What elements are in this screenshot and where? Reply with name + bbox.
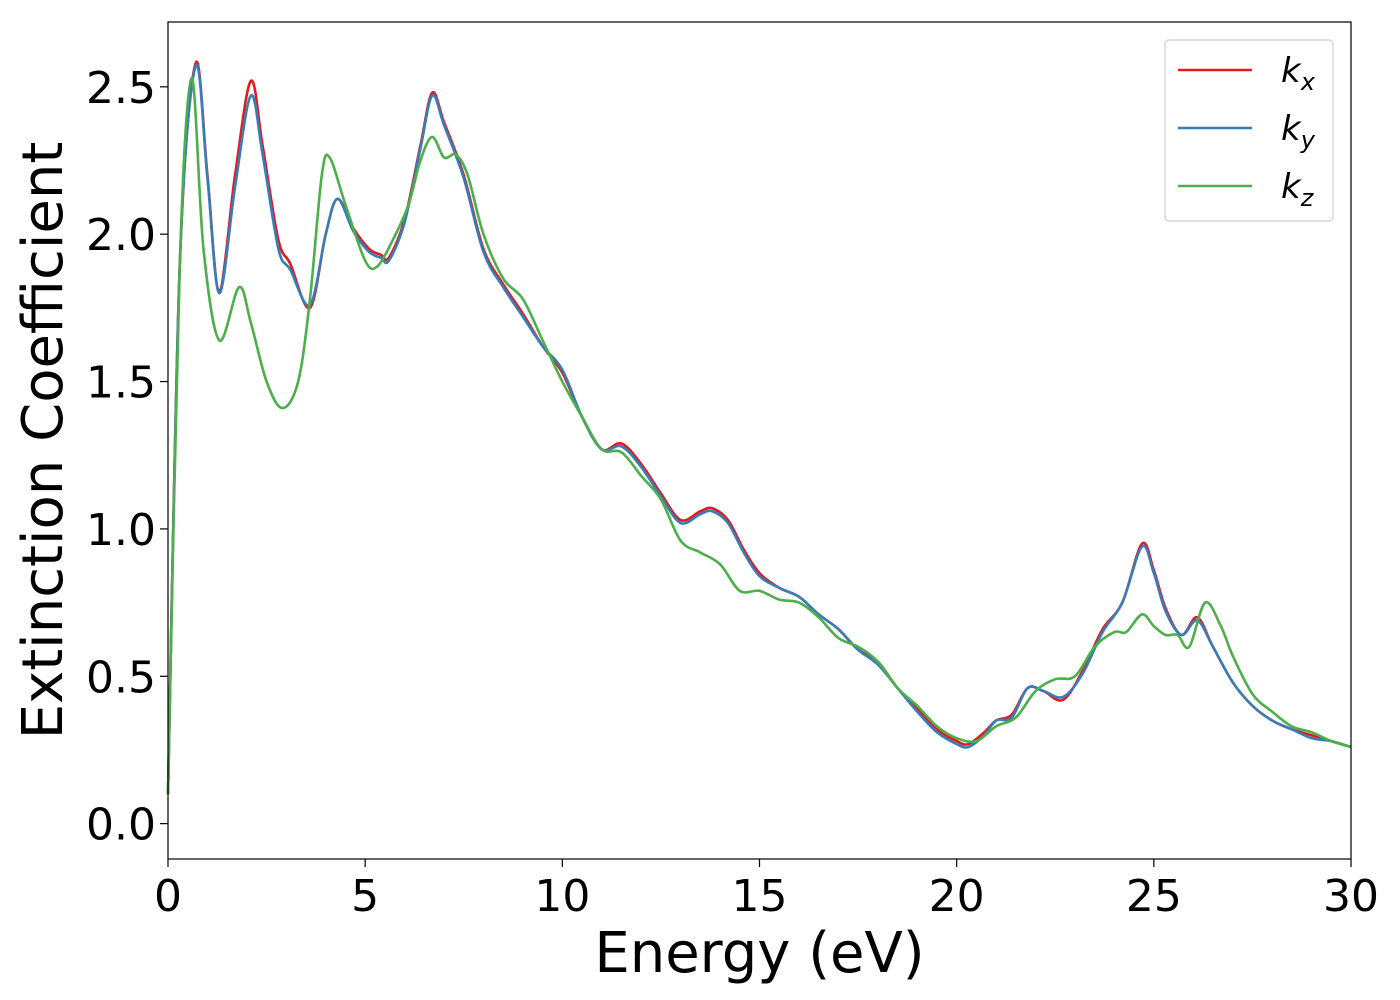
y-tick-label: 0.5 — [86, 652, 156, 703]
series-lines — [166, 60, 1352, 795]
series-line-ky — [166, 63, 1352, 795]
y-tick-label: 2.0 — [86, 210, 156, 261]
legend-box — [1164, 39, 1334, 222]
x-tick-label: 5 — [351, 871, 379, 922]
x-tick-label: 15 — [732, 871, 788, 922]
y-tick-label: 0.0 — [86, 800, 156, 851]
x-tick-label: 30 — [1323, 871, 1379, 922]
y-tick-label: 1.5 — [86, 358, 156, 409]
legend: kx ky kz — [1164, 39, 1334, 222]
y-tick-label: 2.5 — [86, 63, 156, 114]
series-line-kz — [166, 76, 1352, 795]
x-axis-ticks: 0 5 10 15 20 25 30 — [154, 859, 1379, 922]
legend-label-ky: ky — [1281, 109, 1316, 154]
y-axis-ticks: 0.0 0.5 1.0 1.5 2.0 2.5 — [86, 63, 168, 851]
x-axis-label: Energy (eV) — [594, 921, 924, 986]
x-tick-label: 25 — [1126, 871, 1182, 922]
x-tick-label: 20 — [929, 871, 985, 922]
x-tick-label: 10 — [534, 871, 590, 922]
legend-label-kz: kz — [1281, 167, 1315, 212]
y-axis-label: Extinction Coefficient — [11, 142, 76, 740]
legend-label-kx: kx — [1281, 51, 1316, 96]
y-tick-label: 1.0 — [86, 505, 156, 556]
x-tick-label: 0 — [154, 871, 182, 922]
